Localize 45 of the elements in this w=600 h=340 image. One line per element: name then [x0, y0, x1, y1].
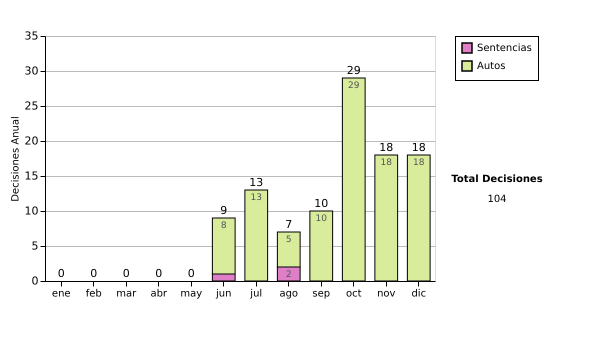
x-tick-label: ene	[52, 288, 71, 300]
x-tick-label: may	[180, 288, 202, 300]
data-label: 13	[250, 193, 262, 203]
legend-label: Autos	[477, 61, 506, 72]
total-label: 18	[412, 141, 426, 154]
data-label: 5	[286, 235, 292, 245]
total-label: 18	[379, 141, 394, 154]
x-tick-label: dic	[411, 288, 426, 300]
y-tick-label: 0	[32, 274, 38, 288]
total-label: 0	[122, 267, 130, 280]
x-tick-label: jul	[249, 288, 262, 300]
y-tick-label: 35	[24, 30, 38, 42]
y-tick-label: 20	[24, 134, 38, 148]
total-label: 0	[90, 267, 98, 280]
x-tick-label: mar	[116, 288, 138, 300]
data-label: 29	[348, 81, 360, 91]
total-label: 7	[285, 218, 292, 231]
data-label: 18	[413, 158, 425, 168]
x-tick-label: abr	[150, 288, 168, 300]
text: 104	[487, 194, 507, 205]
total-label: 0	[155, 267, 162, 280]
y-axis-title: Decisiones Anual	[10, 116, 22, 202]
x-tick-label: feb	[86, 288, 102, 300]
total-label: 13	[249, 176, 264, 189]
x-tick-label: ago	[279, 288, 298, 300]
y-tick-label: 15	[24, 170, 38, 182]
total-label: 0	[58, 267, 65, 280]
data-label: 10	[316, 214, 328, 224]
data-label: 18	[380, 158, 392, 168]
legend-label: Sentencias	[477, 43, 532, 54]
x-tick-label: sep	[312, 288, 330, 300]
x-tick-label: oct	[346, 288, 362, 300]
y-tick-label: 30	[24, 64, 38, 78]
y-tick-label: 10	[24, 204, 38, 218]
y-tick-label: 5	[32, 240, 38, 252]
total-label: 9	[220, 204, 228, 217]
data-label: 2	[286, 270, 292, 280]
x-tick-label: jun	[215, 288, 232, 300]
total-label: 0	[188, 267, 195, 280]
total-label: 29	[346, 64, 361, 77]
text: Total Decisiones	[451, 174, 543, 185]
x-tick-label: nov	[377, 288, 396, 300]
y-tick-label: 25	[24, 100, 38, 112]
total-label: 10	[314, 197, 328, 210]
data-label: 8	[220, 221, 227, 231]
